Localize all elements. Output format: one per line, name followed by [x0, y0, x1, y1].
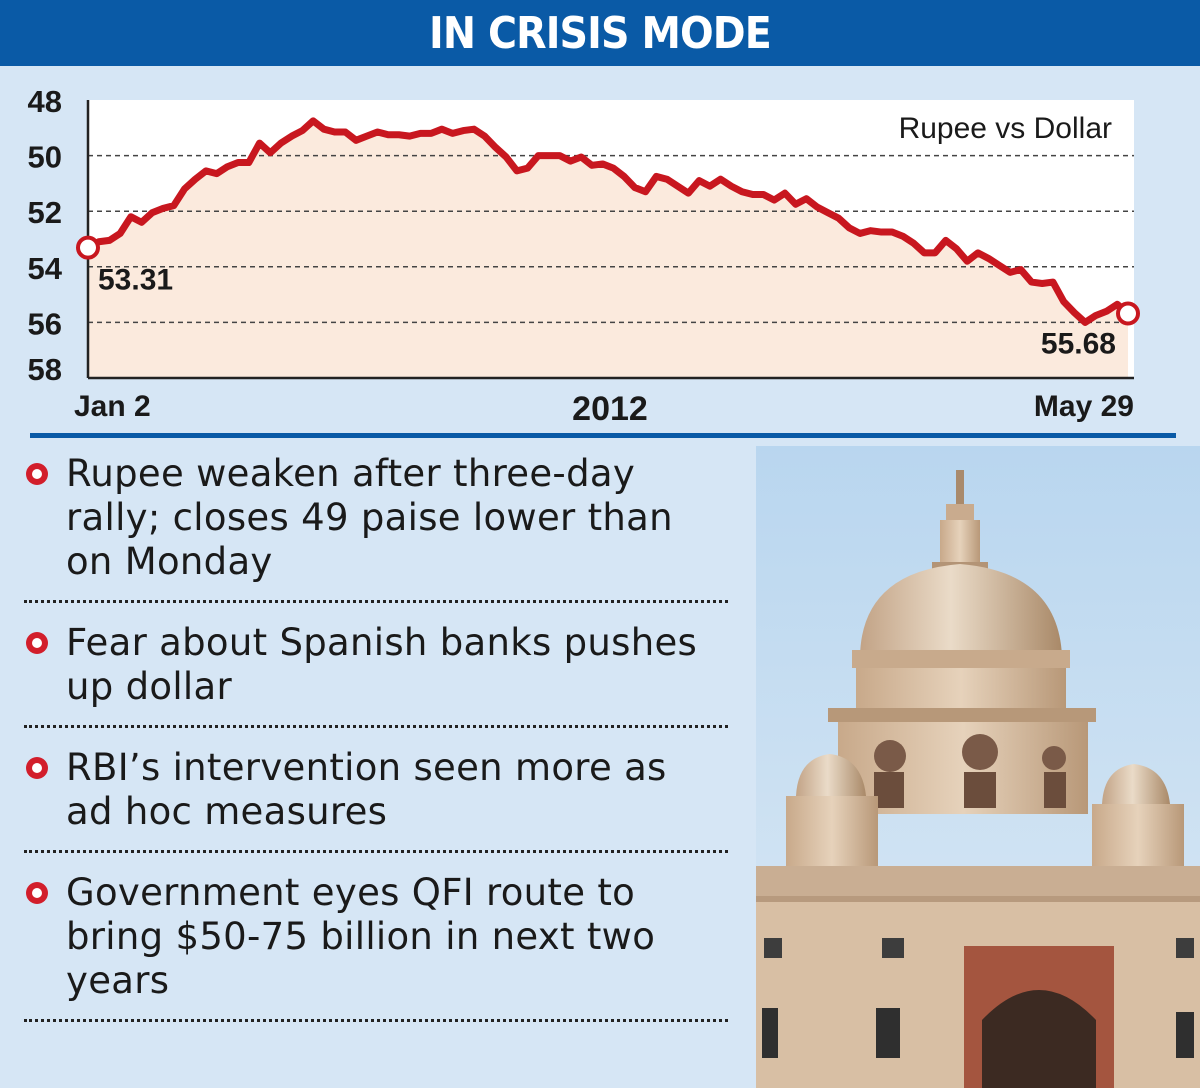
bullet-marker-icon	[26, 882, 48, 904]
endpoint-marker	[1116, 301, 1140, 326]
dotted-separator	[24, 850, 728, 853]
data-label-end: 55.68	[1041, 328, 1116, 361]
bullet-text: Fear about Spanish banks pushes up dolla…	[66, 621, 698, 708]
bullet-item: Rupee weaken after three-day rally; clos…	[20, 452, 732, 584]
bullet-marker-icon	[26, 463, 48, 485]
bullet-item: Fear about Spanish banks pushes up dolla…	[20, 621, 732, 709]
bullet-marker-icon	[26, 632, 48, 654]
endpoint-marker	[76, 235, 100, 260]
x-tick-label: May 29	[1034, 390, 1134, 423]
bullet-item: Government eyes QFI route to bring $50-7…	[20, 871, 732, 1003]
y-tick-label: 48	[28, 84, 62, 119]
bullet-item: RBI’s intervention seen more as ad hoc m…	[20, 746, 732, 834]
x-axis-label: 2012	[572, 390, 648, 428]
parliament-building-photo	[756, 446, 1200, 1088]
dotted-separator	[24, 725, 728, 728]
y-tick-label: 56	[28, 306, 62, 341]
bullet-list: Rupee weaken after three-day rally; clos…	[20, 452, 732, 1022]
bullet-text: RBI’s intervention seen more as ad hoc m…	[66, 746, 667, 833]
y-tick-label: 52	[28, 195, 62, 230]
dotted-separator	[24, 1019, 728, 1022]
section-divider	[30, 433, 1176, 438]
bullet-marker-icon	[26, 757, 48, 779]
header-bar: IN CRISIS MODE	[0, 0, 1200, 66]
series-line	[84, 117, 1132, 326]
page-title: IN CRISIS MODE	[429, 7, 772, 59]
bullet-text: Government eyes QFI route to bring $50-7…	[66, 871, 656, 1002]
building-illustration	[756, 446, 1200, 1088]
data-label-start: 53.31	[98, 264, 173, 297]
area-fill	[88, 120, 1128, 378]
y-tick-label: 58	[28, 352, 62, 387]
rupee-dollar-chart: 48 50 52 54 56 58 53.31 55.68 Rupee vs Dollar Jan…	[28, 84, 1140, 428]
bullet-text: Rupee weaken after three-day rally; clos…	[66, 452, 673, 583]
dotted-separator	[24, 600, 728, 603]
x-tick-label: Jan 2	[74, 390, 151, 423]
y-tick-label: 54	[28, 251, 63, 286]
chart-title: Rupee vs Dollar	[899, 112, 1112, 145]
y-tick-label: 50	[28, 140, 62, 175]
